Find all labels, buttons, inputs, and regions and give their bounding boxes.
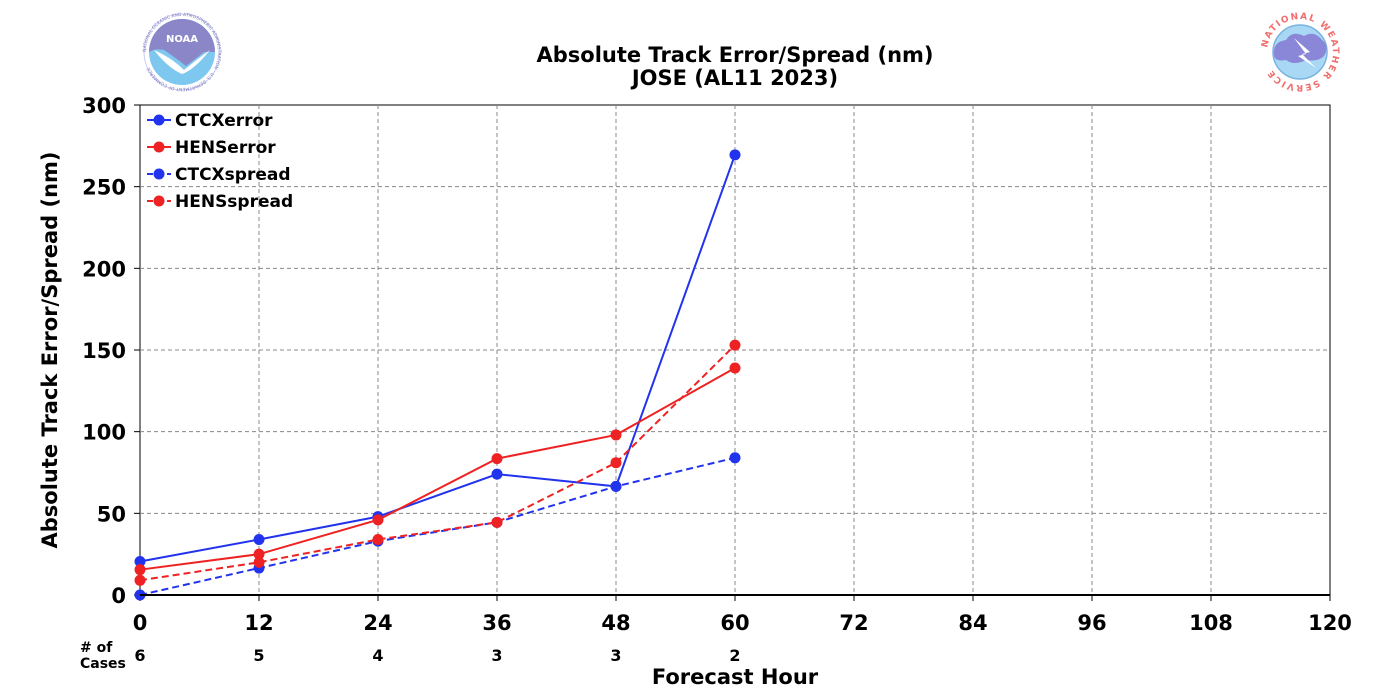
legend-item: HENSerror <box>147 138 276 158</box>
x-tick-label: 12 <box>244 611 273 635</box>
chart-subtitle: JOSE (AL11 2023) <box>630 66 838 90</box>
noaa-logo: NOAA NATIONAL OCEANIC AND ATMOSPHERIC AD… <box>142 12 222 92</box>
data-point-ctcxerror <box>729 149 741 161</box>
legend-marker <box>153 114 165 126</box>
y-tick-label: 50 <box>97 502 126 526</box>
case-count: 3 <box>491 646 502 665</box>
grid-lines <box>140 105 1330 595</box>
data-point-hensspread <box>372 533 384 545</box>
legend-marker <box>153 141 165 153</box>
x-tick-label: 108 <box>1189 611 1233 635</box>
y-tick-label: 0 <box>111 584 126 608</box>
x-tick-label: 48 <box>601 611 630 635</box>
data-point-hensspread <box>610 457 622 469</box>
x-tick-label: 36 <box>482 611 511 635</box>
x-tick-label: 120 <box>1308 611 1352 635</box>
data-point-ctcxerror <box>491 468 503 480</box>
case-count: 4 <box>372 646 383 665</box>
data-point-ctcxspread <box>610 480 622 492</box>
legend-label: CTCXspread <box>175 165 291 185</box>
legend: CTCXerror HENSerror CTCXspread HENSspread <box>147 111 293 212</box>
series-line-ctcxspread <box>139 456 736 596</box>
legend-label: HENSerror <box>175 138 276 158</box>
data-point-henserror <box>253 548 265 560</box>
data-point-henserror <box>491 453 503 465</box>
data-point-henserror <box>610 429 622 441</box>
series-henserror <box>134 362 741 576</box>
x-tick-label: 72 <box>839 611 868 635</box>
cases-row: 6 5 4 3 3 2 <box>134 646 740 665</box>
case-count: 3 <box>610 646 621 665</box>
x-axis-label: Forecast Hour <box>652 665 819 689</box>
y-tick-label: 100 <box>82 421 126 445</box>
y-axis-label: Absolute Track Error/Spread (nm) <box>38 151 62 548</box>
series-line-ctcxerror <box>139 154 736 563</box>
legend-marker <box>153 195 165 207</box>
case-count: 6 <box>134 646 145 665</box>
data-point-hensspread <box>253 556 265 568</box>
data-point-ctcxspread <box>729 452 741 464</box>
noaa-logo-text: NOAA <box>166 34 198 45</box>
case-count: 5 <box>253 646 264 665</box>
x-tick-label: 0 <box>133 611 148 635</box>
series-hensspread <box>134 339 741 586</box>
data-point-hensspread <box>491 516 503 528</box>
x-tick-label: 60 <box>720 611 749 635</box>
y-tick-label: 200 <box>82 257 126 281</box>
chart-title: Absolute Track Error/Spread (nm) <box>536 43 933 67</box>
series-line-henserror <box>139 367 736 571</box>
x-tick-label: 24 <box>363 611 392 635</box>
data-point-henserror <box>134 564 146 576</box>
data-point-hensspread <box>729 339 741 351</box>
series-line-hensspread <box>139 344 736 582</box>
x-tick-label: 84 <box>958 611 987 635</box>
legend-label: CTCXerror <box>175 111 273 131</box>
case-count: 2 <box>729 646 740 665</box>
legend-item: CTCXerror <box>147 111 273 131</box>
legend-label: HENSspread <box>175 192 293 212</box>
data-point-henserror <box>372 514 384 526</box>
x-axis-ticks: 0 12 24 36 48 60 72 84 96 108 120 <box>133 595 1352 635</box>
data-point-henserror <box>729 362 741 374</box>
cases-label-line1: # of <box>80 640 113 656</box>
nws-logo: NATIONAL WEATHER SERVICE <box>1260 12 1338 92</box>
legend-marker <box>153 168 165 180</box>
cases-label-line2: Cases <box>80 656 126 672</box>
series-layer <box>134 149 741 601</box>
x-tick-label: 96 <box>1077 611 1106 635</box>
y-tick-label: 250 <box>82 176 126 200</box>
data-point-hensspread <box>134 574 146 586</box>
data-point-ctcxerror <box>253 533 265 545</box>
data-point-ctcxerror <box>134 556 146 568</box>
y-axis-ticks: 0 50 100 150 200 250 300 <box>82 94 140 608</box>
y-tick-label: 150 <box>82 339 126 363</box>
legend-item: HENSspread <box>147 192 293 212</box>
y-tick-label: 300 <box>82 94 126 118</box>
legend-item: CTCXspread <box>147 165 291 185</box>
